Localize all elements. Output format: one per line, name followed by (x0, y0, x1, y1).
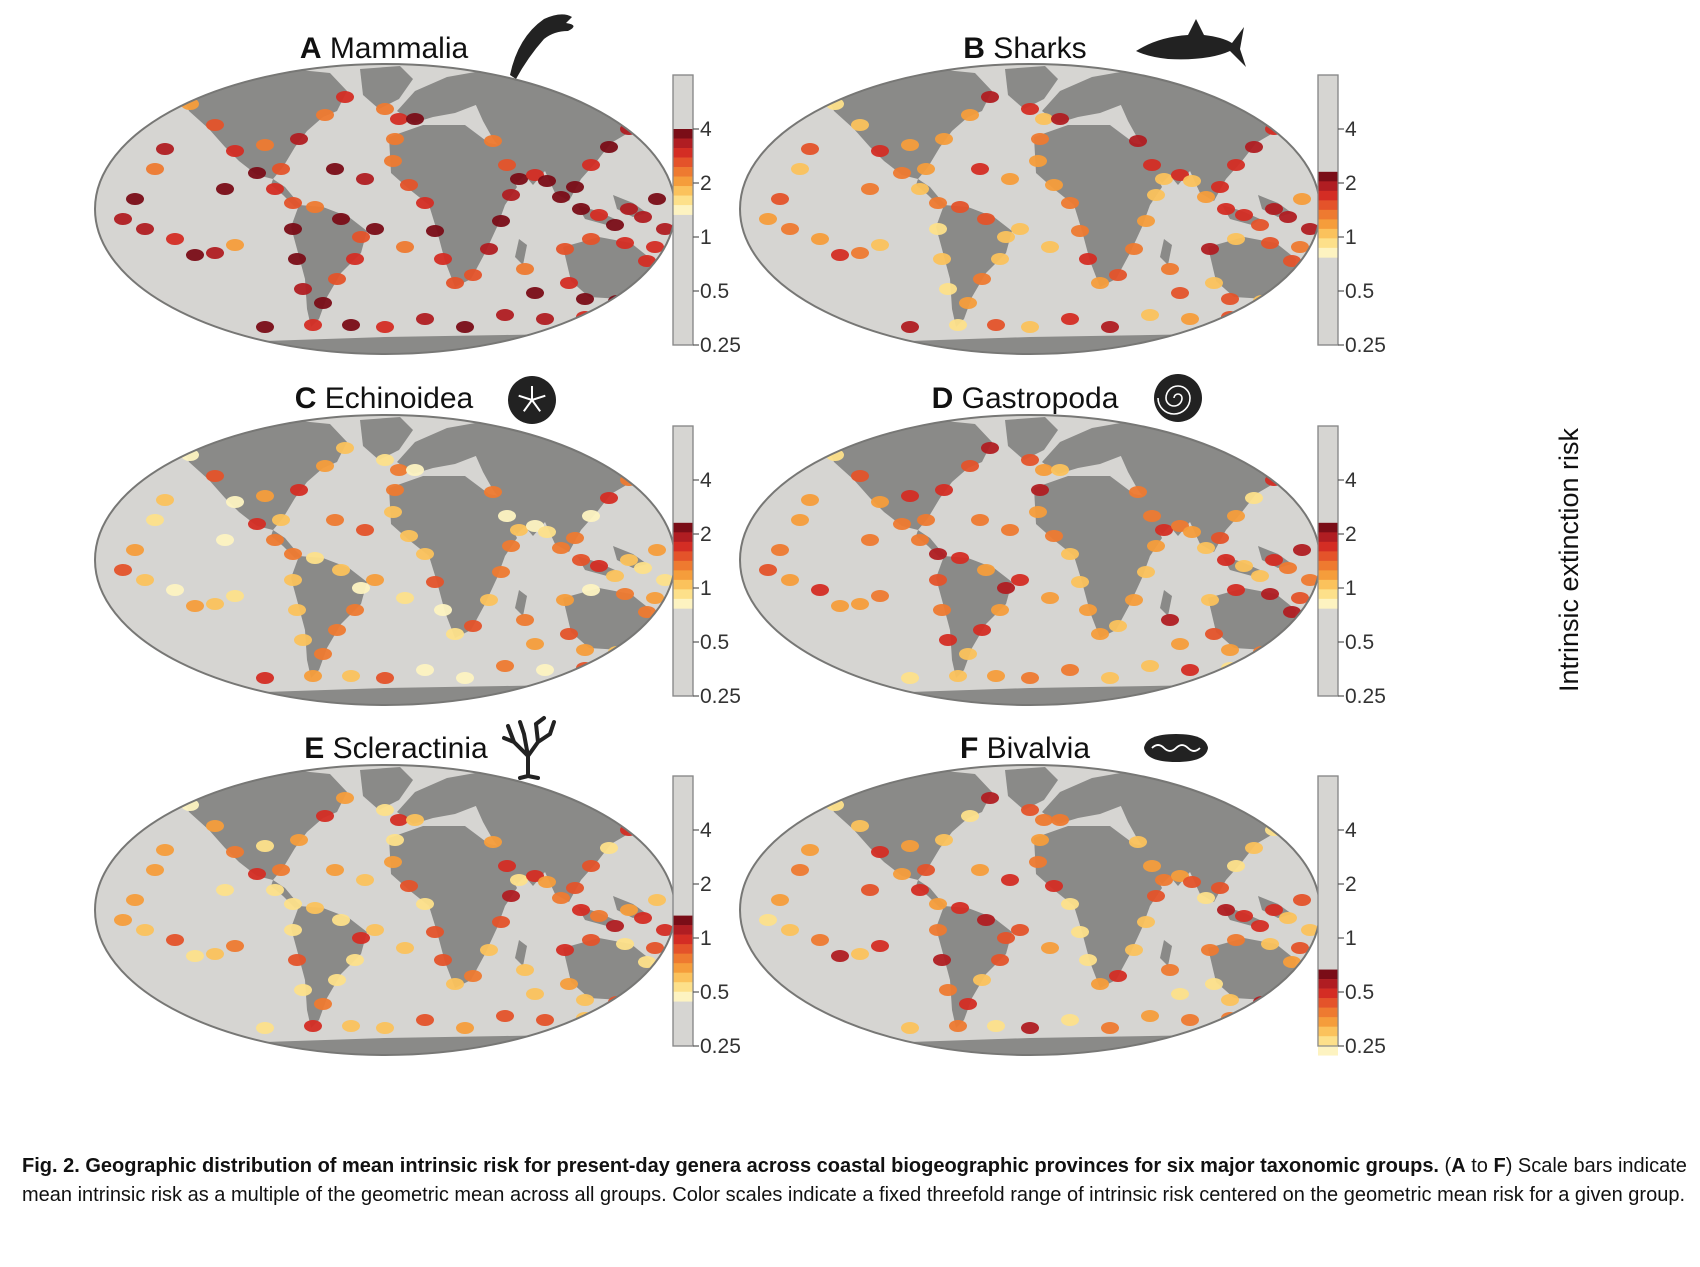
caption-to: F (1493, 1155, 1506, 1177)
intrinsic-risk-label: Intrinsic extinction risk (1554, 427, 1584, 692)
dolphin-icon (510, 14, 574, 79)
panel-a: A Mammalia 4 2 1 0.5 0.25 (94, 14, 741, 357)
panel-e: E Scleractinia 4 2 1 0.5 0.25 (94, 716, 741, 1058)
panel-name: Echinoidea (316, 382, 473, 415)
coral-icon (502, 716, 556, 780)
world-map (739, 63, 1321, 355)
panel-letter: A (300, 32, 322, 65)
panel-letter: B (963, 32, 985, 65)
caption-rest: ) Scale bars indicate mean intrinsic ris… (22, 1155, 1687, 1206)
world-map (739, 764, 1321, 1056)
tick-label: 4 (1345, 819, 1357, 842)
color-scale-bar: 4 2 1 0.5 0.25 (672, 775, 741, 1058)
panel-f: F Bivalvia 4 2 1 0.5 0.25 (739, 732, 1386, 1058)
color-scale-bar: 4 2 1 0.5 0.25 (672, 425, 741, 708)
caption-to-word: to (1465, 1155, 1494, 1177)
panel-name: Sharks (985, 32, 1087, 65)
panel-b: B Sharks 4 2 1 0.5 0.25 (739, 19, 1386, 357)
tick-label: 1 (1345, 577, 1357, 600)
tick-label: 1 (1345, 927, 1357, 950)
tick-label: 2 (700, 523, 712, 546)
color-scale-bar: 4 2 1 0.5 0.25 (672, 74, 741, 357)
figure-caption: Fig. 2. Geographic distribution of mean … (22, 1152, 1687, 1210)
nautilus-shell-icon (1154, 374, 1202, 422)
caption-paren: ( (1439, 1155, 1452, 1177)
panel-letter: F (960, 732, 978, 765)
sand-dollar-icon (508, 376, 556, 424)
tick-label: 2 (1345, 523, 1357, 546)
tick-label: 0.5 (700, 631, 729, 654)
world-map (94, 414, 676, 706)
shark-icon (1136, 19, 1246, 67)
tick-label: 2 (1345, 172, 1357, 195)
panel-letter: E (304, 732, 324, 765)
panel-title: A Mammalia (300, 32, 469, 65)
panel-name: Scleractinia (324, 732, 488, 765)
panel-title: C Echinoidea (295, 382, 474, 415)
world-map (94, 63, 676, 355)
tick-label: 4 (700, 118, 712, 141)
tick-label: 0.25 (700, 334, 741, 357)
color-scale-bar: 4 2 1 0.5 0.25 (1317, 775, 1386, 1058)
tick-label: 0.5 (700, 981, 729, 1004)
tick-label: 1 (700, 927, 712, 950)
tick-label: 2 (700, 873, 712, 896)
panel-letter: C (295, 382, 317, 415)
tick-label: 0.25 (1345, 685, 1386, 708)
tick-label: 0.25 (1345, 1035, 1386, 1058)
tick-label: 0.25 (1345, 334, 1386, 357)
world-map (739, 414, 1321, 706)
panel-name: Mammalia (321, 32, 468, 65)
clam-icon (1144, 734, 1208, 762)
panel-name: Gastropoda (953, 382, 1118, 415)
province-markers (114, 792, 674, 1034)
tick-label: 4 (1345, 469, 1357, 492)
tick-label: 0.25 (700, 685, 741, 708)
panel-title: D Gastropoda (932, 382, 1119, 415)
panel-title: E Scleractinia (304, 732, 488, 765)
color-scale-bar: 4 2 1 0.5 0.25 (1317, 425, 1386, 708)
tick-label: 0.5 (1345, 631, 1374, 654)
tick-label: 1 (700, 577, 712, 600)
tick-label: 0.5 (1345, 280, 1374, 303)
tick-label: 2 (1345, 873, 1357, 896)
color-scale-bar: 4 2 1 0.5 0.25 (1317, 74, 1386, 357)
panel-d: D Gastropoda 4 2 1 0.5 0.25 (739, 374, 1386, 708)
panel-letter: D (932, 382, 954, 415)
panel-title: B Sharks (963, 32, 1086, 65)
province-markers (759, 792, 1319, 1034)
tick-label: 4 (700, 469, 712, 492)
caption-bold: Fig. 2. Geographic distribution of mean … (22, 1155, 1439, 1177)
tick-label: 0.5 (1345, 981, 1374, 1004)
caption-from: A (1451, 1155, 1466, 1177)
province-markers (114, 91, 674, 333)
panel-c: C Echinoidea 4 2 1 0.5 0.25 (94, 376, 741, 708)
tick-label: 1 (700, 226, 712, 249)
tick-label: 4 (700, 819, 712, 842)
panel-name: Bivalvia (978, 732, 1090, 765)
tick-label: 2 (700, 172, 712, 195)
tick-label: 4 (1345, 118, 1357, 141)
world-map (94, 764, 676, 1056)
tick-label: 0.25 (700, 1035, 741, 1058)
tick-label: 0.5 (700, 280, 729, 303)
panel-title: F Bivalvia (960, 732, 1090, 765)
tick-label: 1 (1345, 226, 1357, 249)
